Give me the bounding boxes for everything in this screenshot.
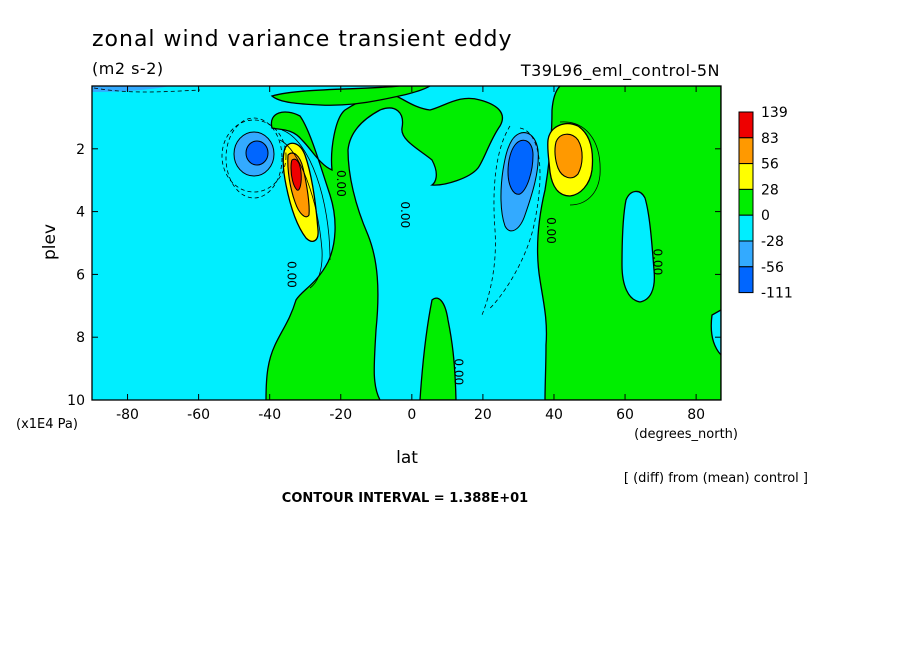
colorbar-label: 139	[761, 105, 788, 121]
green-region-top	[270, 86, 432, 106]
y-tick-label: 6	[76, 267, 85, 283]
x-axis-label: lat	[396, 448, 418, 468]
y-axis-label: plev	[40, 224, 60, 260]
y-tick-label: 4	[76, 205, 85, 221]
chart-title: zonal wind variance transient eddy	[92, 27, 513, 52]
colorbar-label: -56	[761, 260, 784, 276]
y-tick-label: 8	[76, 330, 85, 346]
x-tick-label: -20	[329, 407, 352, 423]
contour-label: 0.00	[284, 261, 298, 288]
x-tick-label: -80	[116, 407, 139, 423]
x-axis-units: (degrees_north)	[634, 427, 738, 442]
x-tick-label: 0	[407, 407, 416, 423]
colorbar-swatch	[738, 137, 754, 165]
x-axis: -80 -60 -40 -20 0 20 40 60 80	[116, 86, 705, 423]
contour-label: 0.00	[334, 170, 348, 197]
colorbar-label: 83	[761, 131, 779, 147]
nh-positive-orange	[554, 133, 583, 179]
x-tick-label: 80	[687, 407, 705, 423]
contour-label: 0.00	[650, 248, 664, 275]
sh-positive-red	[290, 158, 302, 191]
x-tick-label: 40	[545, 407, 563, 423]
colorbar-swatch	[738, 163, 754, 190]
colorbar-label: 56	[761, 157, 779, 173]
contour-label: 0.00	[544, 217, 558, 244]
x-tick-label: 60	[616, 407, 634, 423]
run-label: T39L96_eml_control-5N	[520, 61, 720, 81]
contour-fill	[92, 86, 721, 400]
colorbar-swatch	[738, 266, 754, 294]
green-region-equator	[419, 297, 457, 400]
y-axis-units: (x1E4 Pa)	[16, 417, 78, 432]
thin-contours	[93, 87, 601, 316]
contour-interval: CONTOUR INTERVAL = 1.388E+01	[282, 491, 528, 506]
contour-label: 0.00	[398, 201, 412, 228]
comparison-note: [ (diff) from (mean) control ]	[624, 471, 808, 486]
cyan-pocket-nh	[621, 190, 656, 303]
colorbar-label: -111	[761, 286, 793, 302]
colorbar: 139 83 56 28 0 -28 -56 -111	[738, 105, 793, 302]
colorbar-swatch	[738, 111, 754, 139]
x-tick-label: 20	[474, 407, 492, 423]
x-tick-label: -60	[187, 407, 210, 423]
x-tick-label: -40	[258, 407, 281, 423]
units-label: (m2 s-2)	[92, 59, 164, 78]
colorbar-swatch	[738, 188, 754, 216]
colorbar-swatch	[738, 214, 754, 242]
y-tick-label: 10	[67, 393, 85, 409]
sh-negative-blue-inner	[245, 140, 269, 166]
y-tick-label: 2	[76, 142, 85, 158]
colorbar-swatch	[738, 240, 754, 268]
colorbar-label: 28	[761, 182, 779, 198]
plot-frame	[91, 85, 722, 401]
nh-negative-blue-inner	[507, 139, 534, 195]
contour-labels: 0.00 0.00 0.00 0.00 0.00 0.00	[284, 170, 664, 385]
colorbar-label: 0	[761, 208, 770, 224]
y-axis: 2 4 6 8 10	[67, 142, 721, 409]
colorbar-label: -28	[761, 234, 784, 250]
contour-label: 0.00	[451, 358, 465, 385]
